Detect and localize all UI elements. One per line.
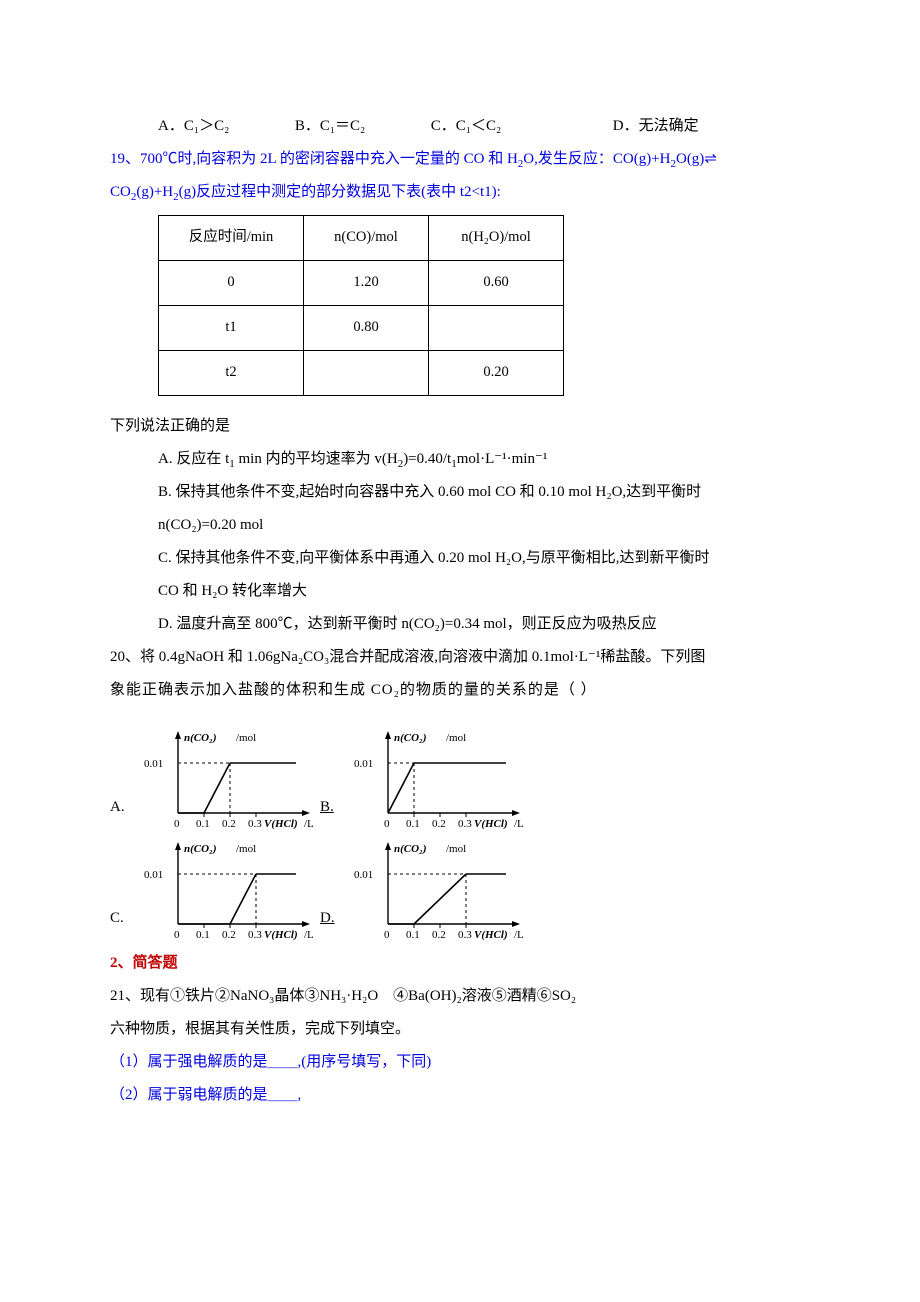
chart-row-2: C. n(CO₂)/mol00.10.20.3V(HCl)/L0.01 D. n… (110, 836, 810, 941)
q21-stem-l2: 六种物质，根据其有关性质，完成下列填空。 (110, 1013, 810, 1046)
svg-text:0.01: 0.01 (144, 758, 163, 770)
svg-text:/L: /L (304, 818, 314, 830)
svg-text:n(CO₂): n(CO₂) (394, 732, 427, 744)
q20-label-b: B. (320, 791, 350, 830)
q20-label-a: A. (110, 791, 140, 830)
chart-d: n(CO₂) /mol 0 0.1 0.2 0.3V(HCl) /L 0.01 (350, 836, 530, 941)
svg-text:V(HCl): V(HCl) (264, 818, 298, 830)
cell (429, 305, 564, 350)
svg-text:V(HCl): V(HCl) (264, 929, 298, 941)
svg-text:0.3: 0.3 (248, 929, 262, 941)
q20-label-c: C. (110, 902, 140, 941)
q21-stem-l1: 21、现有①铁片②NaNO₃晶体③NH₃·H₂O ④Ba(OH)₂溶液⑤酒精⑥S… (110, 980, 810, 1013)
cell: 0.80 (304, 305, 429, 350)
q19-opt-b-l2: n(CO₂)=0.20 mol (110, 509, 810, 542)
svg-text:0.2: 0.2 (432, 929, 446, 941)
svg-text:/L: /L (514, 929, 524, 941)
section-2-heading: 2、简答题 (110, 947, 810, 980)
th-h2o: n(H₂O)/mol (429, 216, 564, 261)
table-row: t2 0.20 (159, 350, 564, 395)
chart-c: n(CO₂) /mol 0 0.1 0.2 0.3V(HCl) /L 0.01 (140, 836, 320, 941)
q19-opt-c-l2: CO 和 H₂O 转化率增大 (110, 575, 810, 608)
q19-stem-line2: CO2(g)+H2(g)反应过程中测定的部分数据见下表(表中 t2<t1): (110, 176, 810, 209)
svg-text:0.1: 0.1 (406, 818, 420, 830)
table-row: t1 0.80 (159, 305, 564, 350)
svg-text:0: 0 (174, 818, 180, 830)
q18-opt-c: C．C₁＜C₂ (431, 110, 501, 143)
q19-table: 反应时间/min n(CO)/mol n(H₂O)/mol 0 1.20 0.6… (158, 215, 564, 396)
svg-text:0: 0 (384, 929, 390, 941)
q21-p2: （2）属于弱电解质的是＿＿, (110, 1079, 810, 1112)
q18-opt-b: B．C₁＝C₂ (295, 110, 365, 143)
q21-p1: （1）属于强电解质的是＿＿,(用序号填写，下同) (110, 1046, 810, 1079)
svg-text:/L: /L (514, 818, 524, 830)
cell: t2 (159, 350, 304, 395)
cell: 1.20 (304, 260, 429, 305)
svg-text:0: 0 (384, 818, 390, 830)
svg-text:0.3: 0.3 (248, 818, 262, 830)
svg-text:0.3: 0.3 (458, 818, 472, 830)
q19-l2b: (g)+H (136, 184, 173, 200)
q19-stem-mid: O,发生反应：CO(g)+H (523, 151, 670, 167)
q19-l2a: CO (110, 184, 131, 200)
svg-text:0.1: 0.1 (406, 929, 420, 941)
q19a-tail: mol·L⁻¹·min⁻¹ (457, 451, 548, 467)
table-header-row: 反应时间/min n(CO)/mol n(H₂O)/mol (159, 216, 564, 261)
th-time: 反应时间/min (159, 216, 304, 261)
cell: 0.60 (429, 260, 564, 305)
svg-text:0.1: 0.1 (196, 818, 210, 830)
cell (304, 350, 429, 395)
q19-stem: 19、700℃时,向容积为 2L 的密闭容器中充入一定量的 CO 和 H2O,发… (110, 143, 810, 176)
svg-text:/mol: /mol (446, 843, 466, 855)
q19-opt-a: A. 反应在 t1 min 内的平均速率为 v(H2)=0.40/t1mol·L… (110, 443, 810, 476)
svg-text:0.01: 0.01 (354, 758, 373, 770)
svg-text:0.01: 0.01 (354, 869, 373, 881)
q18-opt-d: D．无法确定 (613, 110, 699, 143)
svg-text:n(CO₂): n(CO₂) (394, 843, 427, 855)
svg-text:0.01: 0.01 (144, 869, 163, 881)
svg-text:0: 0 (174, 929, 180, 941)
svg-text:/mol: /mol (236, 732, 256, 744)
svg-text:0.2: 0.2 (432, 818, 446, 830)
q20-stem-l2: 象能正确表示加入盐酸的体积和生成 CO₂的物质的量的关系的是（ ） (110, 674, 810, 707)
svg-text:0.2: 0.2 (222, 818, 236, 830)
svg-text:0.3: 0.3 (458, 929, 472, 941)
svg-text:0.2: 0.2 (222, 929, 236, 941)
svg-text:V(HCl): V(HCl) (474, 818, 508, 830)
cell: 0 (159, 260, 304, 305)
chart-b: n(CO₂) /mol 0 0.1 0.2 0.3V(HCl) /L 0.01 (350, 725, 530, 830)
cell: 0.20 (429, 350, 564, 395)
q18-options: A．C₁＞C₂ B．C₁＝C₂ C．C₁＜C₂ D．无法确定 (110, 110, 810, 143)
svg-text:/L: /L (304, 929, 314, 941)
q20-label-d: D. (320, 902, 350, 941)
q20-stem-l1: 20、将 0.4gNaOH 和 1.06gNa₂CO₃混合并配成溶液,向溶液中滴… (110, 641, 810, 674)
svg-text:/mol: /mol (446, 732, 466, 744)
table-row: 0 1.20 0.60 (159, 260, 564, 305)
q19-l2c: (g)反应过程中测定的部分数据见下表(表中 t2<t1): (179, 184, 501, 200)
chart-a: n(CO₂) /mol 0 0.1 0.2 0.3V(HCl) /L 0.01 (140, 725, 320, 830)
svg-text:n(CO₂): n(CO₂) (184, 732, 217, 744)
svg-text:0.1: 0.1 (196, 929, 210, 941)
svg-text:/mol: /mol (236, 843, 256, 855)
svg-text:n(CO₂): n(CO₂) (184, 843, 217, 855)
cell: t1 (159, 305, 304, 350)
q19-stem-mid2: O(g)⇌ (676, 151, 717, 167)
q18-opt-a: A．C₁＞C₂ (158, 110, 229, 143)
q19a-post: )=0.40/t (403, 451, 451, 467)
q19-opt-c-l1: C. 保持其他条件不变,向平衡体系中再通入 0.20 mol H₂O,与原平衡相… (110, 542, 810, 575)
th-co: n(CO)/mol (304, 216, 429, 261)
q19-opt-b-l1: B. 保持其他条件不变,起始时向容器中充入 0.60 mol CO 和 0.10… (110, 476, 810, 509)
q19-opt-d: D. 温度升高至 800℃，达到新平衡时 n(CO₂)=0.34 mol，则正反… (110, 608, 810, 641)
q19a-pre: A. 反应在 t (158, 451, 229, 467)
q19-follow: 下列说法正确的是 (110, 410, 810, 443)
q19a-mid: min 内的平均速率为 v(H (235, 451, 398, 467)
svg-text:V(HCl): V(HCl) (474, 929, 508, 941)
chart-row-1: A. n(CO₂)/mol00.10.20.3V(HCl)/L0.01 B. n… (110, 725, 810, 830)
q20-charts: A. n(CO₂)/mol00.10.20.3V(HCl)/L0.01 B. n… (110, 725, 810, 941)
q19-stem-pre: 19、700℃时,向容积为 2L 的密闭容器中充入一定量的 CO 和 H (110, 151, 518, 167)
